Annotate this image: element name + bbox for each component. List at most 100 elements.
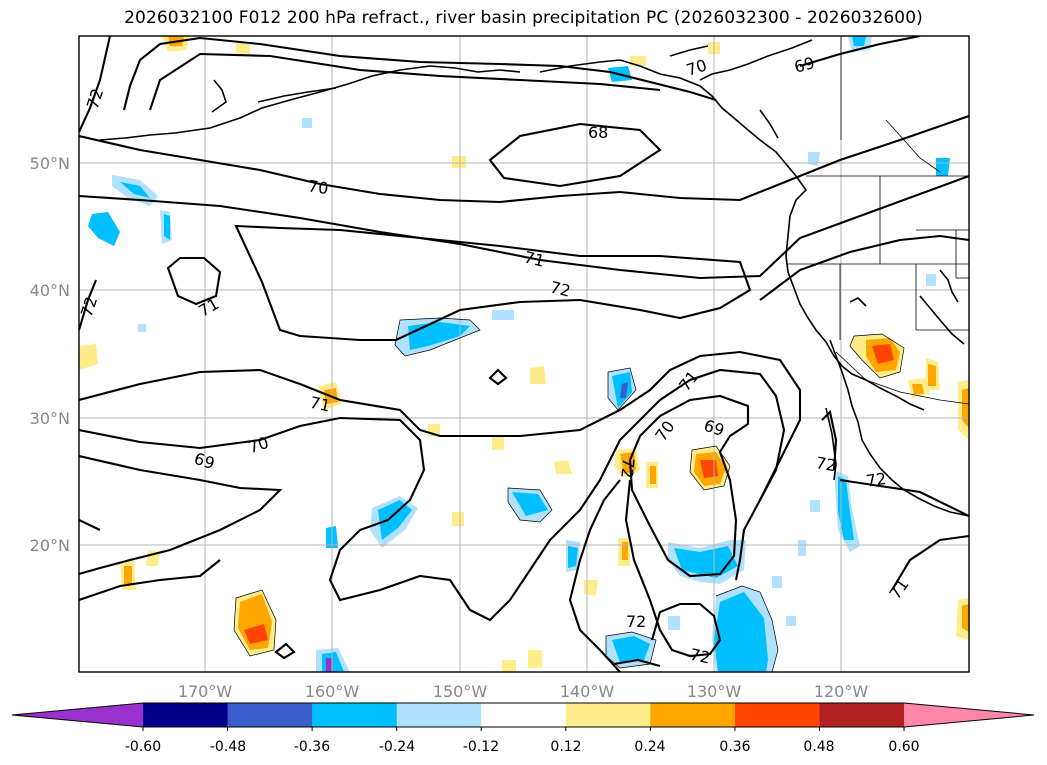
colorbar-tick-label: 0.24: [634, 739, 665, 755]
map-border: [78, 35, 970, 673]
precip-fill-positive: [492, 436, 504, 450]
precip-fill-positive: [452, 512, 464, 526]
colorbar-segment: [312, 703, 398, 727]
precip-fill-negative: [512, 492, 548, 516]
precip-fill-negative: [838, 476, 854, 540]
precip-fill-positive: [530, 366, 546, 384]
precip-fill-negative: [808, 152, 820, 166]
colorbar-tick-label: 0.36: [719, 739, 750, 755]
colorbar-tick-label: 0.12: [550, 739, 581, 755]
contour-71: [891, 534, 969, 591]
precip-fill-negative: [568, 546, 578, 568]
contour-71: [79, 350, 802, 501]
lon-label-160w: 160°W: [305, 682, 360, 701]
colorbar-segment: [481, 703, 567, 727]
precip-fill-positive: [244, 624, 268, 644]
contour-72: [821, 409, 838, 471]
colorbar-extension-high: [904, 703, 1034, 727]
precip-fill-negative: [714, 592, 768, 672]
colorbar-segment: [143, 703, 229, 727]
contour-label: 68: [588, 123, 608, 142]
precip-outline: [233, 317, 905, 672]
lat-label-30n: 30°N: [30, 409, 70, 428]
colorbar-tick-label: -0.24: [379, 739, 415, 755]
precip-fill-positive: [622, 542, 628, 560]
precip-fill-positive: [912, 384, 924, 394]
colorbar-segment: [650, 703, 736, 727]
precip-fill-positive: [872, 344, 894, 364]
colorbar-tick-label: 0.48: [803, 739, 834, 755]
lon-label-140w: 140°W: [560, 682, 615, 701]
colorbar-segment: [734, 703, 820, 727]
precip-fill-negative: [408, 322, 470, 350]
contour-label: 69: [792, 53, 817, 77]
colorbar-tick-label: -0.48: [210, 739, 246, 755]
colorbar-tick-label: -0.60: [125, 739, 161, 755]
colorbar-segment: [227, 703, 313, 727]
precip-fill-negative: [612, 636, 650, 662]
precip-fill-negative: [936, 158, 950, 176]
lon-label-120w: 120°W: [814, 682, 869, 701]
contour-label: 72: [617, 457, 638, 479]
precip-fill-positive: [502, 660, 516, 672]
precip-fill-negative: [798, 540, 806, 556]
contour-72: [79, 519, 101, 531]
latitude-labels: 50°N 40°N 30°N 20°N: [30, 154, 70, 555]
contour-69: [79, 454, 283, 576]
contour-label: 70: [307, 176, 330, 198]
contour-label: 71: [522, 247, 546, 270]
contour-label: 72: [865, 469, 888, 491]
precip-fill-positive: [554, 460, 572, 474]
contour-72: [759, 234, 969, 301]
precip-fill-negative: [620, 382, 628, 398]
colorbar-extension-low: [12, 703, 143, 727]
contours: [79, 36, 969, 672]
contour-70: [122, 36, 717, 111]
longitude-labels: 170°W 160°W 150°W 140°W 130°W 120°W: [178, 682, 869, 701]
contour-small: [488, 368, 508, 386]
colorbar-tick-label: 0.60: [888, 739, 919, 755]
precip-fill-positive: [584, 580, 598, 596]
precip-fill-negative: [138, 324, 146, 332]
precip-fill-negative: [668, 616, 680, 630]
contour-68: [488, 122, 662, 188]
contour-label: 72: [548, 277, 572, 300]
colorbar-tick-labels: -0.60 -0.48 -0.36 -0.24 -0.12 0.12 0.24 …: [125, 739, 920, 755]
colorbar-segment: [396, 703, 482, 727]
precip-fill-positive: [528, 650, 542, 668]
contour-71: [79, 559, 221, 601]
precip-fill-negative: [164, 214, 170, 240]
colorbar-segment: [565, 703, 651, 727]
precip-fill-negative: [120, 182, 150, 198]
contour-69: [628, 394, 750, 578]
precip-fill-negative: [810, 500, 820, 512]
precip-fill-negative: [492, 310, 514, 320]
contour-70: [79, 368, 786, 622]
colorbar-tick-label: -0.12: [463, 739, 499, 755]
contour-72: [839, 478, 969, 517]
precip-fill-negative: [378, 500, 412, 540]
coastlines: [99, 39, 969, 517]
contour-label: 72: [688, 645, 712, 668]
contour-71: [79, 175, 969, 280]
lon-label-170w: 170°W: [178, 682, 233, 701]
lat-label-40n: 40°N: [30, 281, 70, 300]
precip-fill-positive: [79, 344, 98, 370]
precip-fill-negative: [786, 616, 796, 626]
map-area: [79, 36, 969, 672]
lon-label-130w: 130°W: [687, 682, 742, 701]
precip-fill-negative: [772, 576, 782, 588]
precipitation-fills: [79, 36, 969, 672]
contour-small: [274, 642, 296, 660]
contour-71: [166, 256, 222, 306]
precip-fill-positive: [124, 566, 132, 584]
graticule: [79, 36, 969, 672]
lon-label-150w: 150°W: [433, 682, 488, 701]
contour-72: [234, 224, 752, 342]
precip-fill-negative: [302, 118, 312, 128]
precip-fill-positive: [928, 364, 936, 386]
precip-fill-negative: [326, 658, 332, 672]
contour-72: [79, 36, 112, 133]
precip-fill-positive: [962, 604, 969, 632]
contour-72: [568, 479, 621, 672]
